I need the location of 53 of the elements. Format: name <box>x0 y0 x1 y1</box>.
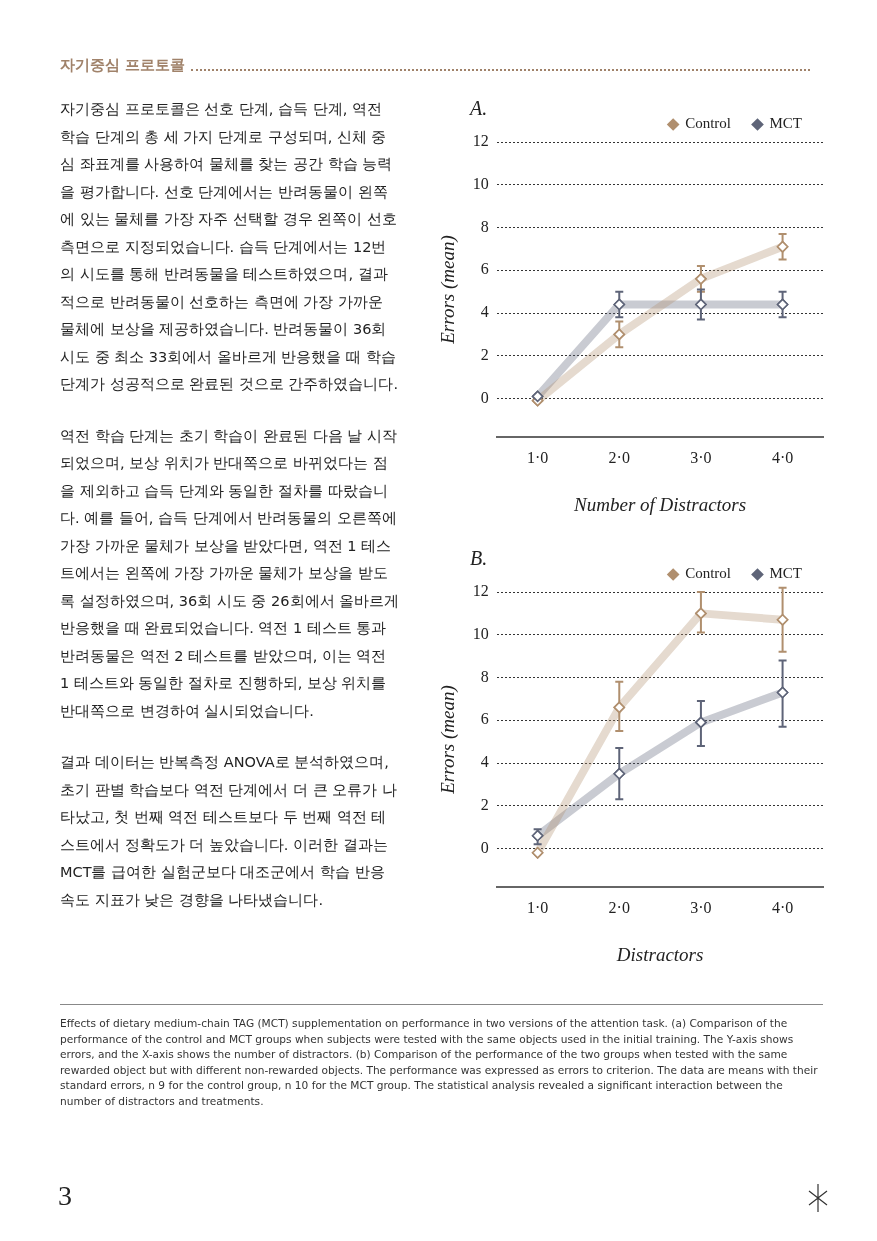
point <box>695 298 707 311</box>
point <box>695 273 707 285</box>
y-tick-label: 6 <box>480 260 489 278</box>
x-axis-title: Number of Distractors <box>573 493 747 515</box>
point <box>613 701 626 714</box>
point <box>776 298 789 311</box>
point <box>776 240 789 253</box>
legend-label: Control <box>685 115 731 132</box>
y-axis-title: Errors (mean) <box>437 235 460 345</box>
legend-label: Control <box>685 565 731 582</box>
legend-label: MCT <box>769 115 803 132</box>
y-tick-label: 6 <box>480 710 489 728</box>
point <box>613 328 626 341</box>
text: 역전 학습 단계는 초기 학습이 완료된 다음 날 시작되었으며, 보상 위치가 반대쪽으로 바뀌었다는 점을 제외하고 습득 단계와 동일한 절차를 따랐습니다. 예를 들어, 습득 단계에서 반려동물의 오른쪽에 가장 가까운 물체가 보상을 받았다면, 역전 1 테스트에서는 왼쪽에 가장 가까운 물체가 보상을 받도록 설정하였으며, 36회 시도 중 26회에서 올바르게 반응했을 때 완료되었습니다. 역전 1 테스트 통과 반려동물은 역전 2 테스트를 받았으며, 이는 역전 1 테스트와 동일한 절차로 진행하되, 보상 위치를 반대쪽으로 변경하여 실시되었습니다. <box>60 427 400 719</box>
text: 3 <box>58 1180 72 1212</box>
x-axis-title: Distractors <box>615 943 704 965</box>
y-tick-label: 0 <box>480 838 489 856</box>
point <box>695 607 707 620</box>
y-axis-title: Errors (mean) <box>437 685 460 795</box>
legend-label: MCT <box>769 565 803 582</box>
point <box>613 298 626 311</box>
point <box>531 390 544 403</box>
y-tick-label: 4 <box>480 753 489 771</box>
point <box>531 829 544 842</box>
text: 결과 데이터는 반복측정 ANOVA로 분석하였으며, 초기 판별 학습보다 역전 단계에서 더 큰 오류가 나타났고, 첫 번째 역전 테스트보다 두 번째 역전 테스트에서 정확도가 더 높았습니다. 이러한 결과는 MCT를 급여한 실험군보다 대조군에서 학습 반응 속도 지표가 낮은 경향을 나타냈습니다. <box>60 753 398 910</box>
y-tick-label: 12 <box>472 132 489 150</box>
y-tick-label: 10 <box>472 624 489 642</box>
y-tick-label: 4 <box>480 303 489 321</box>
text: 자기중심 프로토콜 <box>60 56 186 75</box>
x-tick-label: 1·0 <box>526 448 549 466</box>
chart-title: B. <box>470 547 488 570</box>
text: 자기중심 프로토콜은 선호 단계, 습득 단계, 역전 학습 단계의 총 세 가지 단계로 구성되며, 신체 중심 좌표계를 사용하여 물체를 찾는 공간 학습 능력을 평가합니다. 선호 단계에서는 반려동물이 왼쪽에 있는 물체를 가장 자주 선택할 경우 왼쪽이 선호 측면으로 지정되었습니다. 습득 단계에서는 12번의 시도를 통해 반려동물을 테스트하였으며, 결과적으로 반려동물이 선호하는 측면에 가장 가까운 물체에 보상을 제공하였습니다. 반려동물이 36회 시도 중 최소 33회에서 올바르게 반응했을 때 학습 단계가 성공적으로 완료된 것으로 간주하였습니다. <box>60 101 399 392</box>
x-tick-label: 3·0 <box>690 898 712 916</box>
chart-title: A. <box>470 97 488 120</box>
x-tick-label: 4·0 <box>771 898 794 916</box>
y-tick-label: 2 <box>480 345 489 363</box>
text: Effects of dietary medium-chain TAG (MCT) supplementation on performance in two versions of the attention task. (a) Comparison of the performance of the control and MCT groups when subjects were tested with the same objects used in the initial training. The Y-axis shows errors, and the X-axis shows the number of distractors. (b) Comparison of the performance of the two groups when tested with the same rewarded object but with different non-rewarded objects. The performance was expressed as errors to criterion. The data are means with their standard errors, n 9 for the control group, n 10 for the MCT group. The statistical analysis revealed a significant interaction between the number of distractors and treatments. <box>60 1016 819 1109</box>
point <box>531 847 544 859</box>
point <box>776 613 789 626</box>
x-tick-label: 3·0 <box>690 448 712 466</box>
y-tick-label: 0 <box>480 388 489 406</box>
y-tick-label: 2 <box>480 795 489 813</box>
x-tick-label: 2·0 <box>608 898 630 916</box>
x-tick-label: 4·0 <box>771 448 794 466</box>
point <box>613 767 626 780</box>
y-tick-label: 8 <box>480 667 489 685</box>
point <box>776 686 789 699</box>
x-tick-label: 2·0 <box>608 448 630 466</box>
y-tick-label: 10 <box>472 174 489 192</box>
y-tick-label: 8 <box>480 217 489 235</box>
y-tick-label: 12 <box>472 582 489 600</box>
point <box>695 716 707 729</box>
x-tick-label: 1·0 <box>526 898 549 916</box>
